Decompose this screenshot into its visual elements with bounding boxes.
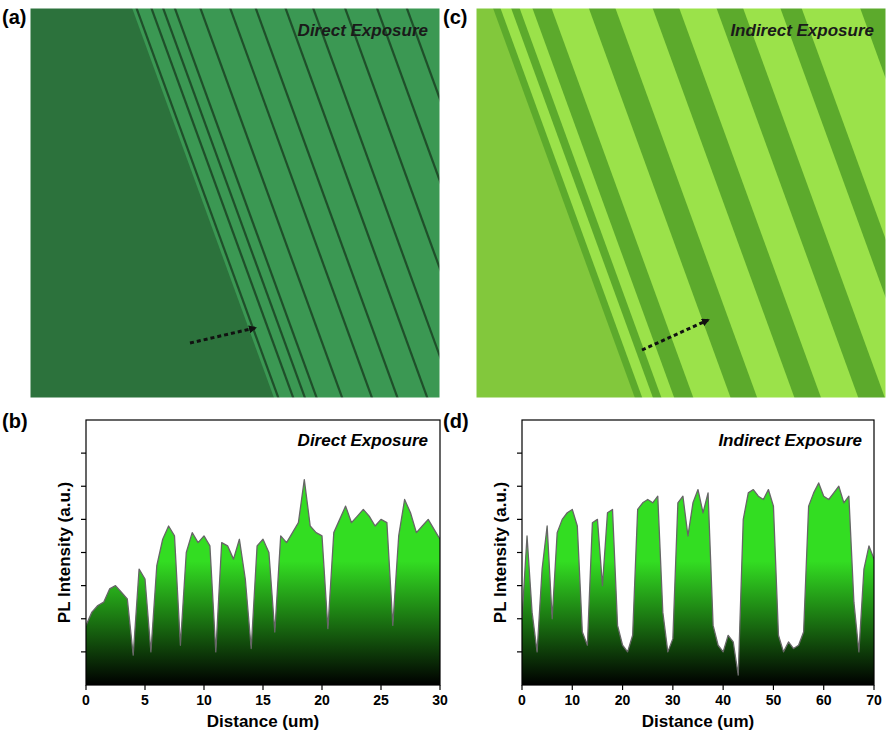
figure: Direct Exposure (a) Indirect Exposure (c) 0 5… — [0, 0, 892, 746]
arrow — [190, 328, 255, 343]
x-tick — [85, 685, 86, 690]
x-tick — [521, 685, 522, 690]
arrow — [642, 320, 708, 350]
chart-title: Indirect Exposure — [718, 431, 862, 450]
stripe-line — [30, 8, 440, 398]
x-tick — [262, 685, 263, 690]
area — [522, 483, 874, 685]
x-tick-label: 20 — [314, 692, 330, 708]
y-tick — [517, 519, 522, 520]
x-tick — [572, 685, 573, 690]
y-tick — [81, 585, 86, 586]
stripe-line — [99, 8, 440, 398]
x-axis-title: Distance (um) — [207, 712, 319, 731]
x-tick-label: 30 — [432, 692, 448, 708]
y-tick — [81, 486, 86, 487]
x-axis-title: Distance (um) — [642, 712, 754, 731]
line — [522, 483, 874, 675]
y-tick — [517, 651, 522, 652]
stripe-line — [30, 8, 440, 398]
x-tick-label: 40 — [715, 692, 731, 708]
stripe-group — [476, 8, 886, 398]
micrograph — [30, 8, 440, 398]
x-tick — [873, 685, 874, 690]
y-tick — [81, 552, 86, 553]
x-tick-label: 10 — [564, 692, 580, 708]
frame — [86, 420, 440, 685]
x-tick-label: 10 — [196, 692, 212, 708]
background — [30, 8, 440, 398]
stripe-group — [30, 8, 440, 398]
y-tick — [517, 486, 522, 487]
x-tick-label: 5 — [141, 692, 149, 708]
y-tick — [517, 585, 522, 586]
image-label: Indirect Exposure — [730, 21, 874, 40]
image-label: Direct Exposure — [298, 21, 428, 40]
y-tick — [81, 453, 86, 454]
y-tick — [81, 651, 86, 652]
data-group — [86, 480, 440, 685]
stripe-line — [155, 8, 440, 398]
x-tick-label: 25 — [373, 692, 389, 708]
x-tick-label: 60 — [816, 692, 832, 708]
x-tick — [672, 685, 673, 690]
y-tick — [81, 519, 86, 520]
panel-letter: (d) — [443, 410, 469, 432]
y-axis-title: PL Intensity (a.u.) — [491, 482, 510, 623]
chart: 0 10 20 30 40 50 60 70 Distance (um) PL Intensity… — [443, 410, 882, 731]
line — [86, 480, 440, 656]
panel-letter: (c) — [443, 6, 467, 28]
x-tick — [723, 685, 724, 690]
x-tick-label: 70 — [866, 692, 882, 708]
area — [86, 480, 440, 685]
background — [476, 8, 886, 398]
panel-letter: (a) — [2, 6, 26, 28]
stripe-line — [182, 8, 440, 398]
x-tick — [380, 685, 381, 690]
y-tick — [517, 618, 522, 619]
x-tick-label: 20 — [615, 692, 631, 708]
stripe-line — [30, 8, 440, 398]
x-tick — [622, 685, 623, 690]
stripe-line — [30, 8, 440, 398]
x-tick — [321, 685, 322, 690]
x-tick-label: 50 — [766, 692, 782, 708]
x-tick — [773, 685, 774, 690]
x-tick — [203, 685, 204, 690]
x-tick-label: 0 — [82, 692, 90, 708]
x-tick-label: 0 — [518, 692, 526, 708]
y-tick — [517, 552, 522, 553]
micrograph — [476, 8, 886, 398]
frame — [522, 420, 874, 685]
y-tick — [81, 618, 86, 619]
x-tick-label: 30 — [665, 692, 681, 708]
chart-title: Direct Exposure — [298, 431, 428, 450]
image-border — [30, 8, 440, 398]
stripe-line — [127, 8, 440, 398]
x-tick — [144, 685, 145, 690]
image-border — [476, 8, 886, 398]
x-tick — [439, 685, 440, 690]
data-group — [522, 483, 874, 685]
x-tick — [823, 685, 824, 690]
x-tick-label: 15 — [255, 692, 271, 708]
bright-stripe — [583, 8, 886, 398]
chart: 0 5 10 15 20 25 30 Distance (um) PL Intensity (a… — [2, 410, 448, 731]
panel-letter: (b) — [2, 410, 28, 432]
stripe-line — [48, 8, 440, 398]
y-axis-title: PL Intensity (a.u.) — [55, 482, 74, 623]
y-tick — [517, 453, 522, 454]
